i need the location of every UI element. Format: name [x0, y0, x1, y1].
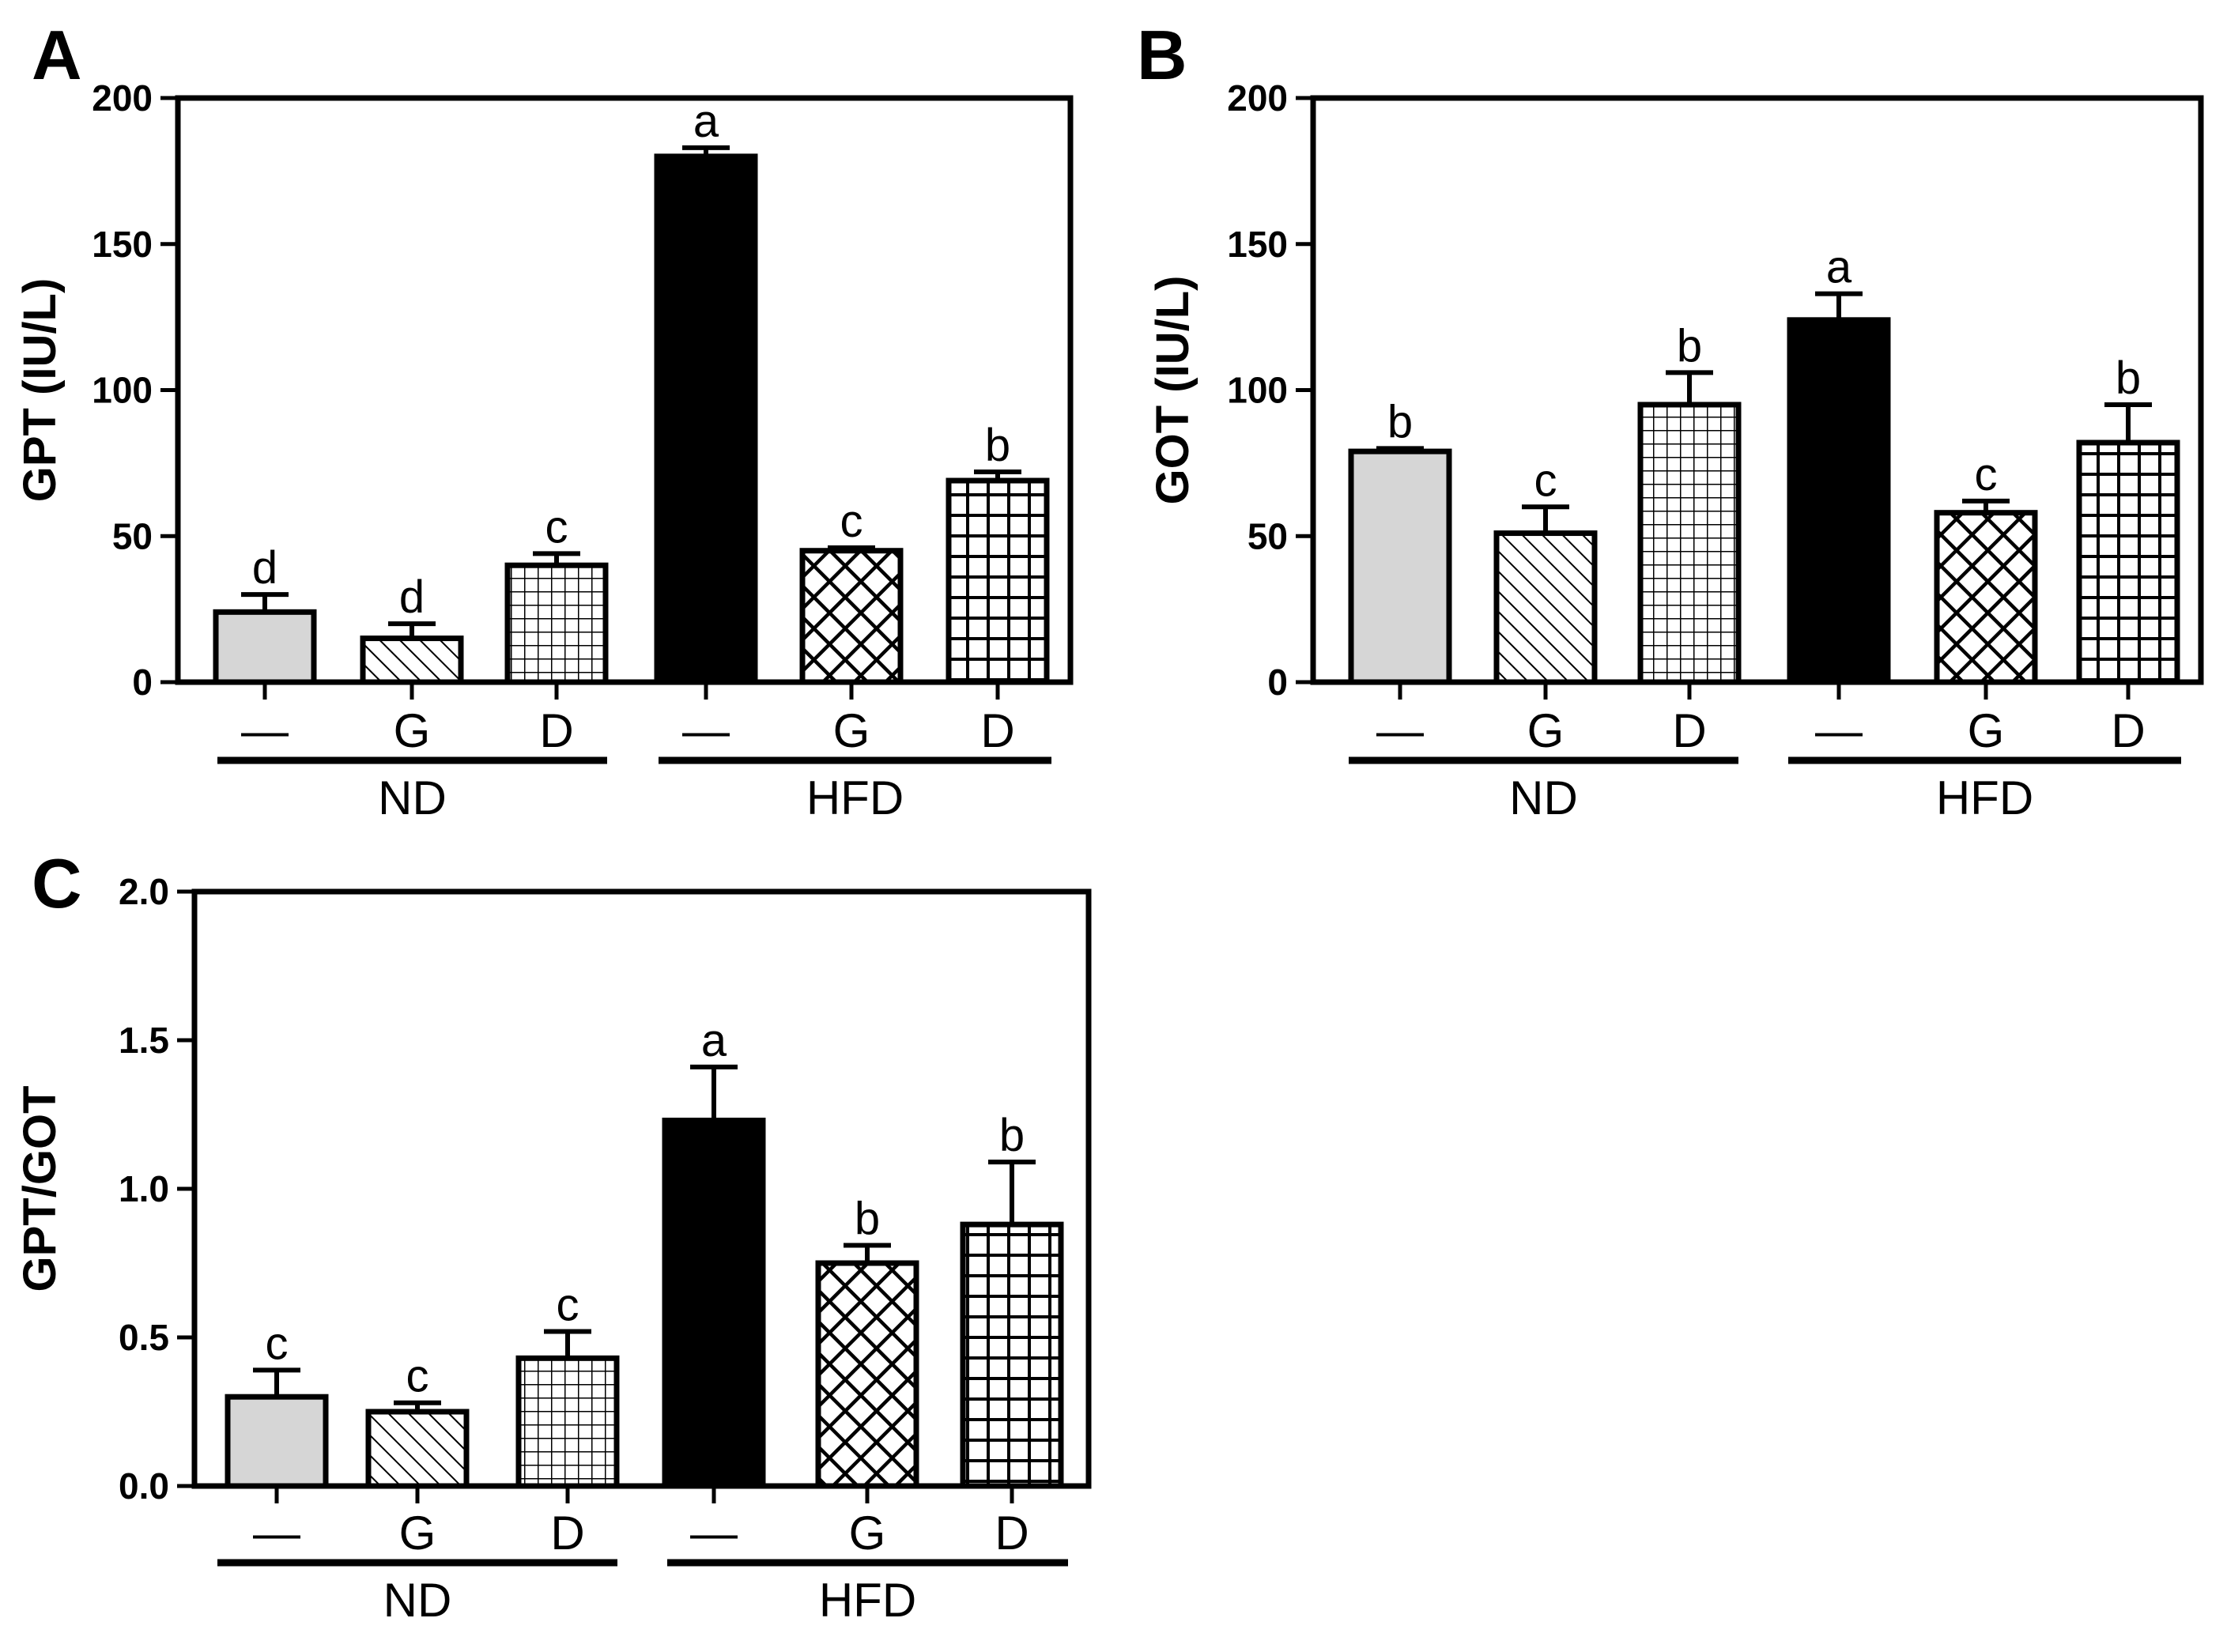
bar — [2076, 439, 2180, 685]
significance-letter: d — [252, 542, 277, 594]
bar — [515, 1355, 620, 1489]
significance-letter: c — [840, 496, 863, 547]
x-category-label: — — [690, 1507, 738, 1560]
bar — [1637, 402, 1742, 685]
significance-letter: c — [545, 501, 568, 553]
x-category-label: G — [849, 1507, 886, 1560]
x-category-label: D — [539, 704, 573, 757]
y-tick-label: 1.5 — [119, 1020, 169, 1061]
x-category-label: D — [995, 1507, 1029, 1560]
significance-letter: c — [1534, 454, 1557, 506]
panel-letter: B — [1137, 16, 1187, 94]
bar — [654, 153, 758, 685]
y-tick-label: 0.0 — [119, 1465, 169, 1507]
bar — [360, 636, 464, 685]
significance-letter: b — [1387, 396, 1413, 447]
y-tick-label: 150 — [1227, 224, 1288, 265]
significance-letter: b — [999, 1110, 1025, 1161]
x-category-label: G — [394, 704, 431, 757]
panel-c-chart: C GPT/GOT 0.0 0.5 1.0 1.5 2.0 c — c Gc Da — b Gb D ND HFD — [14, 844, 1092, 1627]
y-tick-label: 200 — [92, 77, 153, 119]
panel-letter: A — [32, 16, 82, 94]
group-label: ND — [378, 771, 447, 824]
bar — [1787, 317, 1891, 685]
panel-letter: C — [32, 844, 82, 922]
bar — [815, 1260, 919, 1489]
significance-letter: c — [1975, 449, 1998, 500]
plot-frame — [175, 95, 1074, 685]
y-tick-label: 0 — [132, 662, 153, 703]
y-tick-label: 100 — [1227, 370, 1288, 411]
significance-letter: c — [406, 1351, 429, 1402]
y-tick-label: 100 — [92, 370, 153, 411]
bar — [960, 1221, 1064, 1489]
panel-b-chart: B GOT (IU/L) 0 50 100 150 200 b — c Gb Da — c Gb D ND HFD — [1137, 16, 2204, 824]
bar — [365, 1409, 470, 1489]
significance-letter: c — [266, 1318, 289, 1369]
y-tick-label: 2.0 — [119, 871, 169, 912]
significance-letter: b — [2116, 353, 2141, 404]
y-tick-label: 1.0 — [119, 1168, 169, 1209]
y-tick-label: 50 — [1247, 515, 1288, 556]
group-label: HFD — [819, 1574, 916, 1627]
bar — [504, 562, 609, 685]
y-axis-label: GPT (IU/L) — [14, 278, 66, 503]
significance-letter: b — [855, 1193, 880, 1244]
y-tick-label: 200 — [1227, 77, 1288, 119]
bar — [213, 609, 317, 685]
y-tick-label: 50 — [112, 515, 153, 556]
bar — [799, 548, 904, 685]
significance-letter: d — [399, 571, 425, 623]
x-category-label: G — [1968, 704, 2005, 757]
x-category-label: — — [241, 704, 289, 757]
y-tick-label: 150 — [92, 224, 153, 265]
significance-letter: a — [1826, 242, 1852, 293]
x-category-label: D — [550, 1507, 584, 1560]
group-label: HFD — [806, 771, 904, 824]
y-tick-label: 0.5 — [119, 1317, 169, 1358]
plot-frame — [191, 888, 1092, 1489]
bar — [662, 1118, 766, 1489]
bar — [1934, 510, 2038, 685]
x-category-label: — — [682, 704, 730, 757]
group-label: HFD — [1936, 771, 2033, 824]
group-label: ND — [1509, 771, 1578, 824]
x-category-label: — — [1376, 704, 1424, 757]
x-category-label: — — [253, 1507, 300, 1560]
x-category-label: G — [399, 1507, 436, 1560]
y-tick-label: 0 — [1267, 662, 1288, 703]
group-label: ND — [383, 1574, 452, 1627]
significance-letter: a — [701, 1015, 727, 1066]
significance-letter: a — [693, 96, 719, 147]
x-category-label: D — [2111, 704, 2145, 757]
y-axis-label: GOT (IU/L) — [1147, 276, 1198, 505]
x-category-label: D — [980, 704, 1014, 757]
x-category-label: G — [833, 704, 870, 757]
bar — [1348, 448, 1452, 685]
bar — [225, 1394, 329, 1489]
y-axis-label: GPT/GOT — [14, 1086, 66, 1292]
bar — [946, 477, 1050, 685]
x-category-label: D — [1672, 704, 1706, 757]
significance-letter: b — [1677, 320, 1702, 372]
significance-letter: b — [985, 420, 1010, 471]
x-category-label: — — [1815, 704, 1863, 757]
bar — [1493, 530, 1598, 685]
plot-frame — [1310, 95, 2204, 685]
x-category-label: G — [1527, 704, 1565, 757]
significance-letter: c — [557, 1279, 579, 1330]
panel-a-chart: A GPT (IU/L) 0 50 100 150 200 d — d Gc Da — c Gb D ND HFD — [14, 16, 1074, 824]
